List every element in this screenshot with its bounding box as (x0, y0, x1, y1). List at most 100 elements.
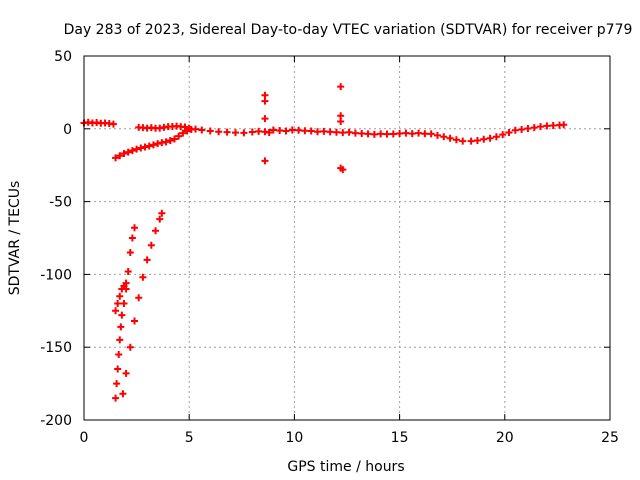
data-point (145, 142, 153, 150)
data-point (415, 129, 423, 137)
data-point (116, 336, 124, 344)
data-point (119, 390, 127, 398)
data-point (133, 145, 141, 153)
data-point (364, 130, 372, 138)
data-point (337, 83, 345, 91)
data-point (187, 126, 195, 134)
data-point (389, 130, 397, 138)
data-point (370, 130, 378, 138)
data-point (314, 128, 322, 136)
data-point (117, 323, 125, 331)
data-point (295, 126, 303, 134)
data-point (198, 126, 206, 134)
data-point (492, 133, 500, 141)
data-point (524, 125, 532, 133)
data-point (337, 118, 345, 126)
data-point (158, 209, 166, 217)
data-point (396, 129, 404, 137)
data-point (240, 129, 248, 137)
data-point (505, 128, 513, 136)
data-point (113, 380, 121, 388)
data-point (170, 135, 178, 143)
data-point (179, 129, 187, 137)
x-tick-label: 10 (285, 430, 303, 446)
data-point (115, 350, 123, 358)
data-point (473, 136, 481, 144)
data-point (261, 115, 269, 123)
data-point (549, 121, 557, 129)
data-point (358, 129, 366, 137)
data-point (467, 137, 475, 145)
data-point (248, 128, 256, 136)
data-point (124, 267, 132, 275)
x-tick-label: 25 (601, 430, 619, 446)
grid (84, 56, 610, 420)
data-point (282, 127, 290, 135)
data-point (345, 128, 353, 136)
data-point (231, 129, 239, 137)
data-point (223, 128, 231, 136)
data-point (339, 166, 347, 174)
data-point (120, 300, 128, 308)
x-tick-label: 0 (80, 430, 89, 446)
data-point (560, 121, 568, 129)
axis-ticks (83, 55, 611, 421)
series-steep-track-3 (119, 209, 166, 398)
series-steep-track-2 (112, 279, 130, 315)
plot-frame (83, 55, 611, 421)
x-axis-label: GPS time / hours (287, 459, 404, 475)
x-tick-label: 20 (496, 430, 514, 446)
data-point (126, 249, 134, 257)
chart-title: Day 283 of 2023, Sidereal Day-to-day VTE… (64, 22, 633, 38)
data-point (154, 140, 162, 148)
data-point (255, 127, 263, 135)
data-point (261, 97, 269, 105)
data-point (446, 134, 454, 142)
data-point (440, 133, 448, 141)
data-point (206, 127, 214, 135)
data-point (480, 135, 488, 143)
data-point (116, 152, 124, 160)
data-point (269, 126, 277, 134)
y-tick-label: 50 (54, 49, 72, 65)
data-point (377, 130, 385, 138)
data-point (162, 138, 170, 146)
data-point (114, 365, 122, 373)
data-point (339, 129, 347, 137)
data-point (128, 234, 136, 242)
data-point (511, 126, 519, 134)
data-point (112, 307, 120, 315)
y-tick-label: -200 (40, 413, 72, 429)
data-point (326, 128, 334, 136)
series-descending-arc (112, 126, 195, 162)
data-point (152, 227, 160, 235)
data-point (156, 215, 164, 223)
data-point (139, 273, 147, 281)
y-axis-label: SDTVAR / TECUs (7, 181, 23, 296)
data-point (215, 128, 223, 136)
data-point (112, 394, 120, 402)
data-point (128, 147, 136, 155)
data-point (122, 279, 130, 287)
data-point (276, 127, 284, 135)
series-main-band (80, 118, 568, 145)
data-point (130, 224, 138, 232)
data-point (320, 127, 328, 135)
data-point (141, 143, 149, 151)
data-point (301, 127, 309, 135)
data-point (518, 126, 526, 134)
data-point (122, 369, 130, 377)
data-point (383, 130, 391, 138)
data-point (183, 127, 191, 135)
data-point (181, 123, 189, 131)
data-point (351, 129, 359, 137)
data-point (402, 129, 410, 137)
data-point (143, 256, 151, 264)
data-point (288, 126, 296, 134)
data-point (265, 128, 273, 136)
data-point (421, 130, 429, 138)
x-tick-label: 15 (391, 430, 409, 446)
data-point (124, 148, 132, 156)
x-tick-label: 5 (185, 430, 194, 446)
